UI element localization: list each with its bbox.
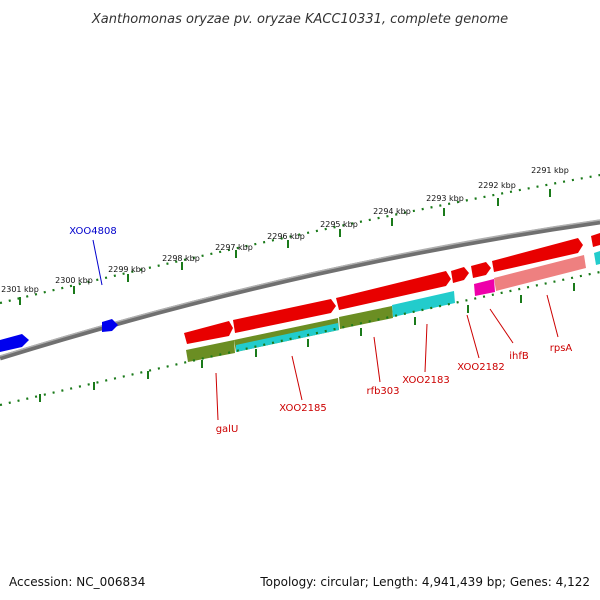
red-gene[interactable]	[184, 321, 233, 344]
red-gene[interactable]	[336, 271, 451, 310]
tick-label: 2299 kbp	[108, 265, 146, 274]
genome-backbone	[0, 219, 600, 361]
forward-gene-row	[184, 233, 600, 344]
red-gene-partial[interactable]	[591, 233, 600, 247]
tick-label: 2294 kbp	[373, 207, 411, 216]
blue-gene-xoo4808[interactable]	[102, 319, 118, 332]
gene-label-xoo2185[interactable]: XOO2185	[279, 403, 326, 414]
red-gene[interactable]	[451, 267, 469, 283]
pink-gene-rpsa[interactable]	[494, 255, 586, 291]
red-gene[interactable]	[492, 238, 583, 272]
genome-backbone-highlight	[0, 219, 600, 357]
map-title: Xanthomonas oryzae pv. oryzae KACC10331,…	[91, 12, 508, 27]
gene-label-rpsa[interactable]: rpsA	[550, 343, 573, 354]
red-gene[interactable]	[471, 262, 491, 278]
cyan-gene-xoo2185[interactable]	[236, 323, 339, 352]
outer-tick-track	[0, 173, 600, 305]
gene-leaders	[215, 294, 559, 421]
tick-label: 2293 kbp	[426, 194, 464, 203]
gene-label-xoo2182[interactable]: XOO2182	[457, 362, 504, 373]
reverse-gene-row	[186, 251, 600, 362]
inner-tick-track	[0, 270, 600, 407]
magenta-gene-ihfb[interactable]	[474, 279, 495, 296]
blue-gene-left[interactable]	[0, 334, 29, 352]
tick-label: 2297 kbp	[215, 243, 253, 252]
red-gene[interactable]	[233, 299, 336, 333]
gene-label-xoo2183[interactable]: XOO2183	[402, 375, 449, 386]
gene-labels: galU XOO2185 rfb303 XOO2183 XOO2182 ihfB…	[216, 343, 573, 435]
gene-label-rfb303[interactable]: rfb303	[366, 386, 399, 397]
outer-major-ticks	[19, 189, 551, 305]
tick-label: 2301 kbp	[1, 285, 39, 294]
topology-text: Topology: circular; Length: 4,941,439 bp…	[259, 575, 590, 589]
gene-label-xoo4808[interactable]: XOO4808	[69, 226, 116, 237]
tick-label: 2300 kbp	[55, 276, 93, 285]
xoo4808-leader	[92, 239, 103, 286]
green-gene-galu[interactable]	[186, 340, 235, 362]
accession-text: Accession: NC_006834	[9, 575, 145, 589]
tick-label: 2291 kbp	[531, 166, 569, 175]
tick-label: 2295 kbp	[320, 220, 358, 229]
cyan-gene-xoo2183[interactable]	[392, 291, 455, 317]
gene-label-galu[interactable]: galU	[216, 424, 239, 435]
tick-label: 2298 kbp	[162, 254, 200, 263]
outer-tick-labels: 2301 kbp 2300 kbp 2299 kbp 2298 kbp 2297…	[1, 166, 569, 294]
gene-label-ihfb[interactable]: ihfB	[509, 351, 529, 362]
tick-label: 2292 kbp	[478, 181, 516, 190]
tick-label: 2296 kbp	[267, 232, 305, 241]
green-gene-rfb303[interactable]	[339, 306, 393, 329]
inner-major-ticks	[39, 283, 575, 402]
cyan-gene-partial[interactable]	[594, 251, 600, 265]
